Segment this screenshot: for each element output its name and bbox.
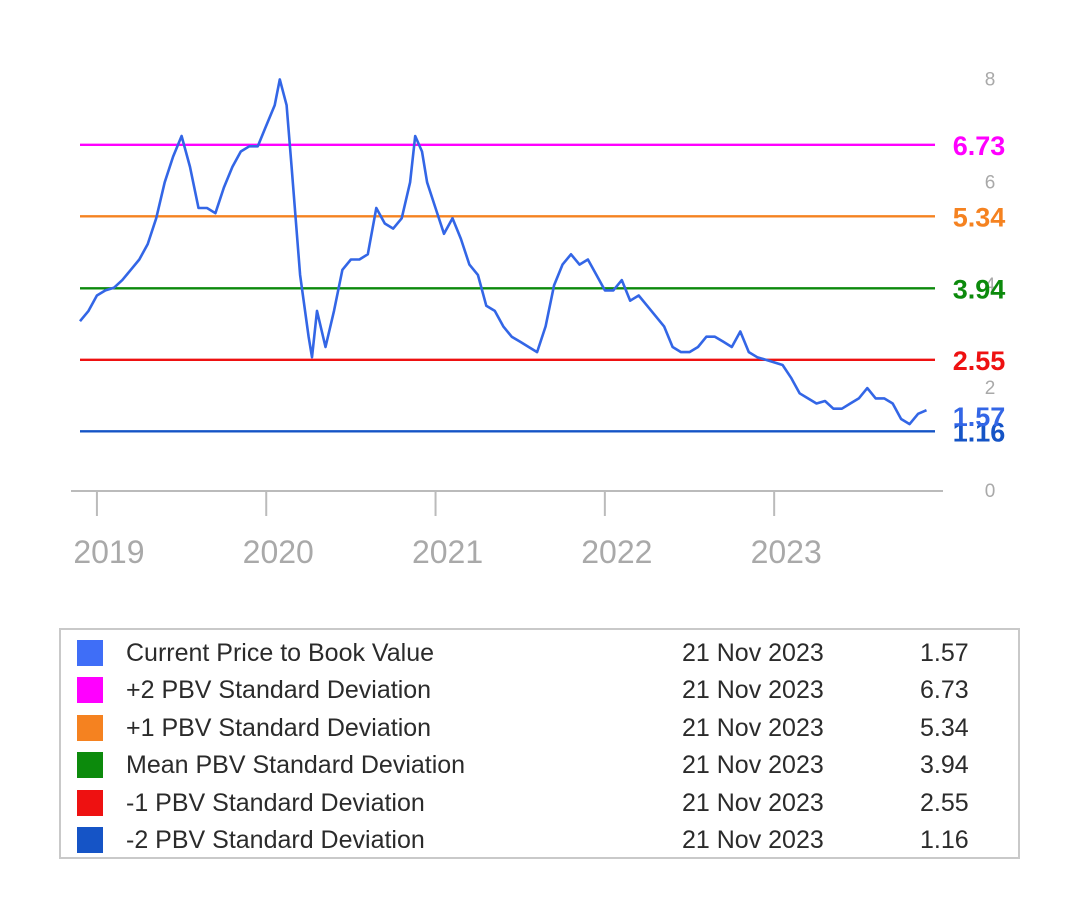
legend-swatch [77,677,103,703]
y-tick-label: 2 [985,378,996,399]
legend-swatch [77,827,103,853]
legend-date: 21 Nov 2023 [682,714,824,742]
y-tick-label: 4 [985,275,996,296]
x-tick-label: 2022 [581,534,652,570]
reference-line-label: 5.34 [953,202,1006,232]
reference-line-label: 3.94 [953,274,1006,304]
legend-value: 5.34 [920,714,969,742]
reference-line-label: 1.16 [953,417,1006,447]
legend-row-minus2sd: -2 PBV Standard Deviation 21 Nov 2023 1.… [61,823,1018,855]
reference-line-label: 6.73 [953,131,1006,161]
legend-series-name: +2 PBV Standard Deviation [126,676,432,704]
legend-series-name: -1 PBV Standard Deviation [126,789,425,817]
x-axis-ticks: 2019 2020 2021 2022 2023 [73,491,822,570]
legend-date: 21 Nov 2023 [682,676,824,704]
legend-row-current-pbv: Current Price to Book Value 21 Nov 2023 … [61,636,1018,668]
legend-swatch [77,715,103,741]
legend-table: Current Price to Book Value 21 Nov 2023 … [59,628,1020,859]
x-tick-label: 2021 [412,534,483,570]
legend-row-plus1sd: +1 PBV Standard Deviation 21 Nov 2023 5.… [61,711,1018,743]
series-line-current-pbv [78,78,928,426]
reference-line-label: 2.55 [953,346,1006,376]
legend-value: 1.57 [920,639,969,667]
y-tick-label: 0 [985,481,996,502]
legend-series-name: -2 PBV Standard Deviation [126,826,425,854]
legend-date: 21 Nov 2023 [682,789,824,817]
y-tick-label: 6 [985,172,996,193]
legend-value: 2.55 [920,789,969,817]
legend-swatch [77,640,103,666]
x-tick-label: 2023 [751,534,822,570]
legend-series-name: Mean PBV Standard Deviation [126,751,466,779]
x-tick-label: 2019 [73,534,144,570]
reference-lines [80,143,935,433]
y-axis-ticks: 8 6 4 2 0 [985,69,996,502]
legend-row-plus2sd: +2 PBV Standard Deviation 21 Nov 2023 6.… [61,673,1018,705]
legend-row-mean: Mean PBV Standard Deviation 21 Nov 2023 … [61,748,1018,780]
legend-date: 21 Nov 2023 [682,826,824,854]
legend-value: 1.16 [920,826,969,854]
legend-value: 6.73 [920,676,969,704]
legend-date: 21 Nov 2023 [682,639,824,667]
reference-line-labels: 6.73 5.34 3.94 2.55 1.161.57 [953,131,1006,448]
current-value-label: 1.57 [953,402,1006,432]
legend-date: 21 Nov 2023 [682,751,824,779]
legend-series-name: Current Price to Book Value [126,639,435,667]
legend-series-name: +1 PBV Standard Deviation [126,714,432,742]
legend-row-minus1sd: -1 PBV Standard Deviation 21 Nov 2023 2.… [61,786,1018,818]
legend-value: 3.94 [920,751,969,779]
x-tick-label: 2020 [243,534,314,570]
y-tick-label: 8 [985,69,996,90]
legend-swatch [77,790,103,816]
legend-swatch [77,752,103,778]
